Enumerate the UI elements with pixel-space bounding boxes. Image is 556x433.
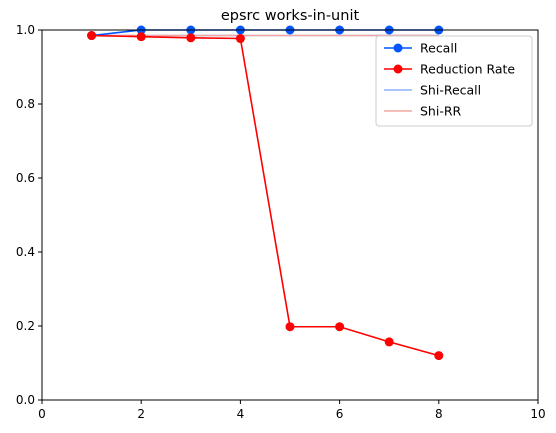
legend-box (375, 35, 533, 127)
chart-title: epsrc works-in-unit (221, 8, 360, 24)
legend-marker-reduction-rate (393, 64, 403, 74)
y-tick-label: 0.0 (16, 393, 35, 407)
legend: Recall Reduction Rate Shi-Recall Shi-RR (375, 35, 533, 127)
x-tick-label: 10 (530, 407, 545, 421)
legend-label-recall: Recall (420, 41, 457, 56)
y-tick-label: 0.8 (16, 97, 35, 111)
y-tick-label: 0.6 (16, 171, 35, 185)
series-line-reduction-rate (91, 34, 440, 357)
x-tick-label: 6 (336, 407, 344, 421)
legend-marker-recall (393, 43, 403, 53)
x-axis: 0 2 4 6 8 10 (38, 400, 546, 421)
legend-label-shi-rr: Shi-RR (420, 104, 462, 119)
y-axis: 0.0 0.2 0.4 0.6 0.8 1.0 (16, 23, 42, 407)
y-tick-label: 0.4 (16, 245, 35, 259)
data-point-reduction-rate (434, 351, 444, 361)
data-point-reduction-rate (384, 337, 394, 347)
data-point-reduction-rate (335, 322, 345, 332)
x-tick-label: 4 (237, 407, 245, 421)
plot-frame (41, 29, 539, 401)
legend-label-shi-recall: Shi-Recall (420, 83, 481, 98)
data-point-reduction-rate (285, 322, 295, 332)
x-tick-label: 8 (435, 407, 443, 421)
data-point-reduction-rate (235, 34, 245, 44)
x-tick-label: 2 (137, 407, 145, 421)
x-tick-label: 0 (38, 407, 46, 421)
data-point-reduction-rate (136, 32, 146, 42)
data-point-reduction-rate (87, 31, 97, 41)
data-point-reduction-rate (186, 33, 196, 43)
legend-label-reduction-rate: Reduction Rate (420, 62, 515, 77)
y-tick-label: 0.2 (16, 319, 35, 333)
y-tick-label: 1.0 (16, 23, 35, 37)
